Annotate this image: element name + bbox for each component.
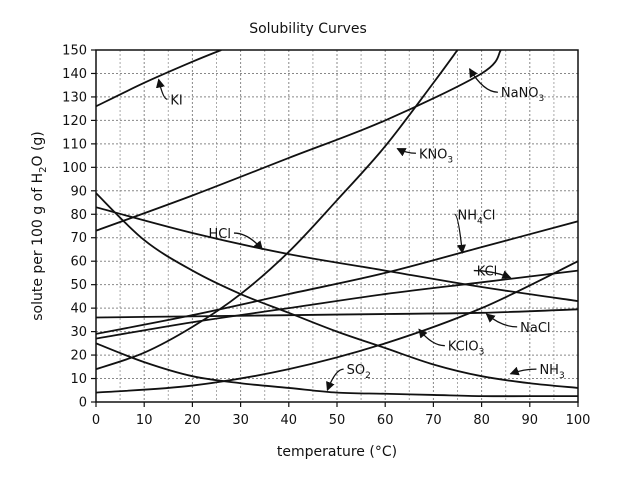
y-tick-label: 50: [70, 278, 87, 293]
y-tick-label: 0: [79, 396, 87, 411]
y-axis-label: solute per 100 g of H2O (g): [30, 131, 49, 321]
label-nh3: NH3: [509, 363, 565, 381]
leader-arrow-nh4cl: [454, 213, 467, 254]
curve-hcl: [96, 206, 578, 302]
y-tick-label: 30: [70, 325, 87, 340]
leader-arrow-kcl: [473, 269, 512, 279]
leader-arrow-so2: [326, 368, 344, 392]
x-tick-label: 100: [566, 413, 591, 428]
label-text-hcl: HCl: [208, 227, 230, 242]
leader-arrow-nh3: [509, 366, 537, 376]
label-text-kno3: KNO3: [419, 147, 453, 165]
label-text-nh3: NH3: [539, 363, 564, 381]
leader-arrow-kclo3: [418, 328, 445, 347]
curve-kclo3: [96, 260, 578, 394]
label-nano3: NaNO3: [468, 67, 544, 104]
curve-kcl: [96, 269, 578, 340]
label-text-nano3: NaNO3: [501, 86, 544, 104]
y-tick-label: 40: [70, 302, 87, 317]
label-kno3: KNO3: [396, 147, 453, 165]
curve-ki: [96, 50, 222, 108]
curve-so2: [96, 342, 578, 398]
curve-nacl: [96, 308, 578, 319]
x-tick-label: 40: [281, 413, 298, 428]
x-tick-label: 10: [136, 413, 153, 428]
leader-arrow-kno3: [396, 147, 416, 157]
curve-labels: KI NaNO3 KNO3 HCl NH4Cl KCl NaCl KClO3 NH3 SO2: [155, 67, 565, 392]
label-kclo3: KClO3: [418, 328, 484, 358]
curve-nano3: [96, 50, 502, 232]
leader-arrow-ki: [155, 78, 168, 100]
label-hcl: HCl: [208, 227, 263, 251]
label-text-nacl: NaCl: [520, 321, 550, 336]
label-nh4cl: NH4Cl: [454, 208, 496, 254]
y-tick-label: 60: [70, 255, 87, 270]
y-tick-label: 110: [62, 137, 87, 152]
x-tick-label: 20: [184, 413, 201, 428]
x-tick-label: 0: [92, 413, 100, 428]
curve-kno3: [96, 50, 459, 370]
curves: [96, 50, 578, 398]
y-tick-label: 130: [62, 90, 87, 105]
label-so2: SO2: [326, 363, 371, 392]
y-tick-label: 20: [70, 349, 87, 364]
label-text-kclo3: KClO3: [448, 340, 484, 358]
x-tick-label: 90: [522, 413, 539, 428]
label-kcl: KCl: [473, 265, 512, 280]
x-tick-label: 50: [329, 413, 346, 428]
y-tick-label: 90: [70, 184, 87, 199]
label-ki: KI: [155, 78, 183, 108]
x-tick-label: 60: [377, 413, 394, 428]
y-axis-ticks: 0 10 20 30 40 50 60 70 80 90 100 110 120 130 140 150: [62, 44, 96, 411]
label-text-so2: SO2: [347, 363, 371, 381]
label-nacl: NaCl: [485, 313, 551, 336]
label-text-ki: KI: [170, 93, 182, 108]
y-tick-label: 100: [62, 161, 87, 176]
y-tick-label: 150: [62, 44, 87, 59]
curve-nh3: [96, 192, 578, 389]
label-text-nh4cl: NH4Cl: [458, 208, 496, 226]
chart-title: Solubility Curves: [249, 21, 367, 37]
y-tick-label: 120: [62, 114, 87, 129]
y-tick-label: 140: [62, 67, 87, 82]
y-tick-label: 80: [70, 208, 87, 223]
y-tick-label: 10: [70, 372, 87, 387]
leader-arrow-nano3: [468, 67, 498, 93]
x-axis-label: temperature (°C): [277, 444, 397, 460]
x-tick-label: 80: [473, 413, 490, 428]
x-tick-label: 30: [232, 413, 249, 428]
x-tick-label: 70: [425, 413, 442, 428]
leader-arrow-nacl: [485, 313, 518, 328]
leader-arrow-hcl: [233, 232, 263, 251]
y-tick-label: 70: [70, 231, 87, 246]
x-axis-ticks: 0 10 20 30 40 50 60 70 80 90 100: [92, 402, 591, 428]
